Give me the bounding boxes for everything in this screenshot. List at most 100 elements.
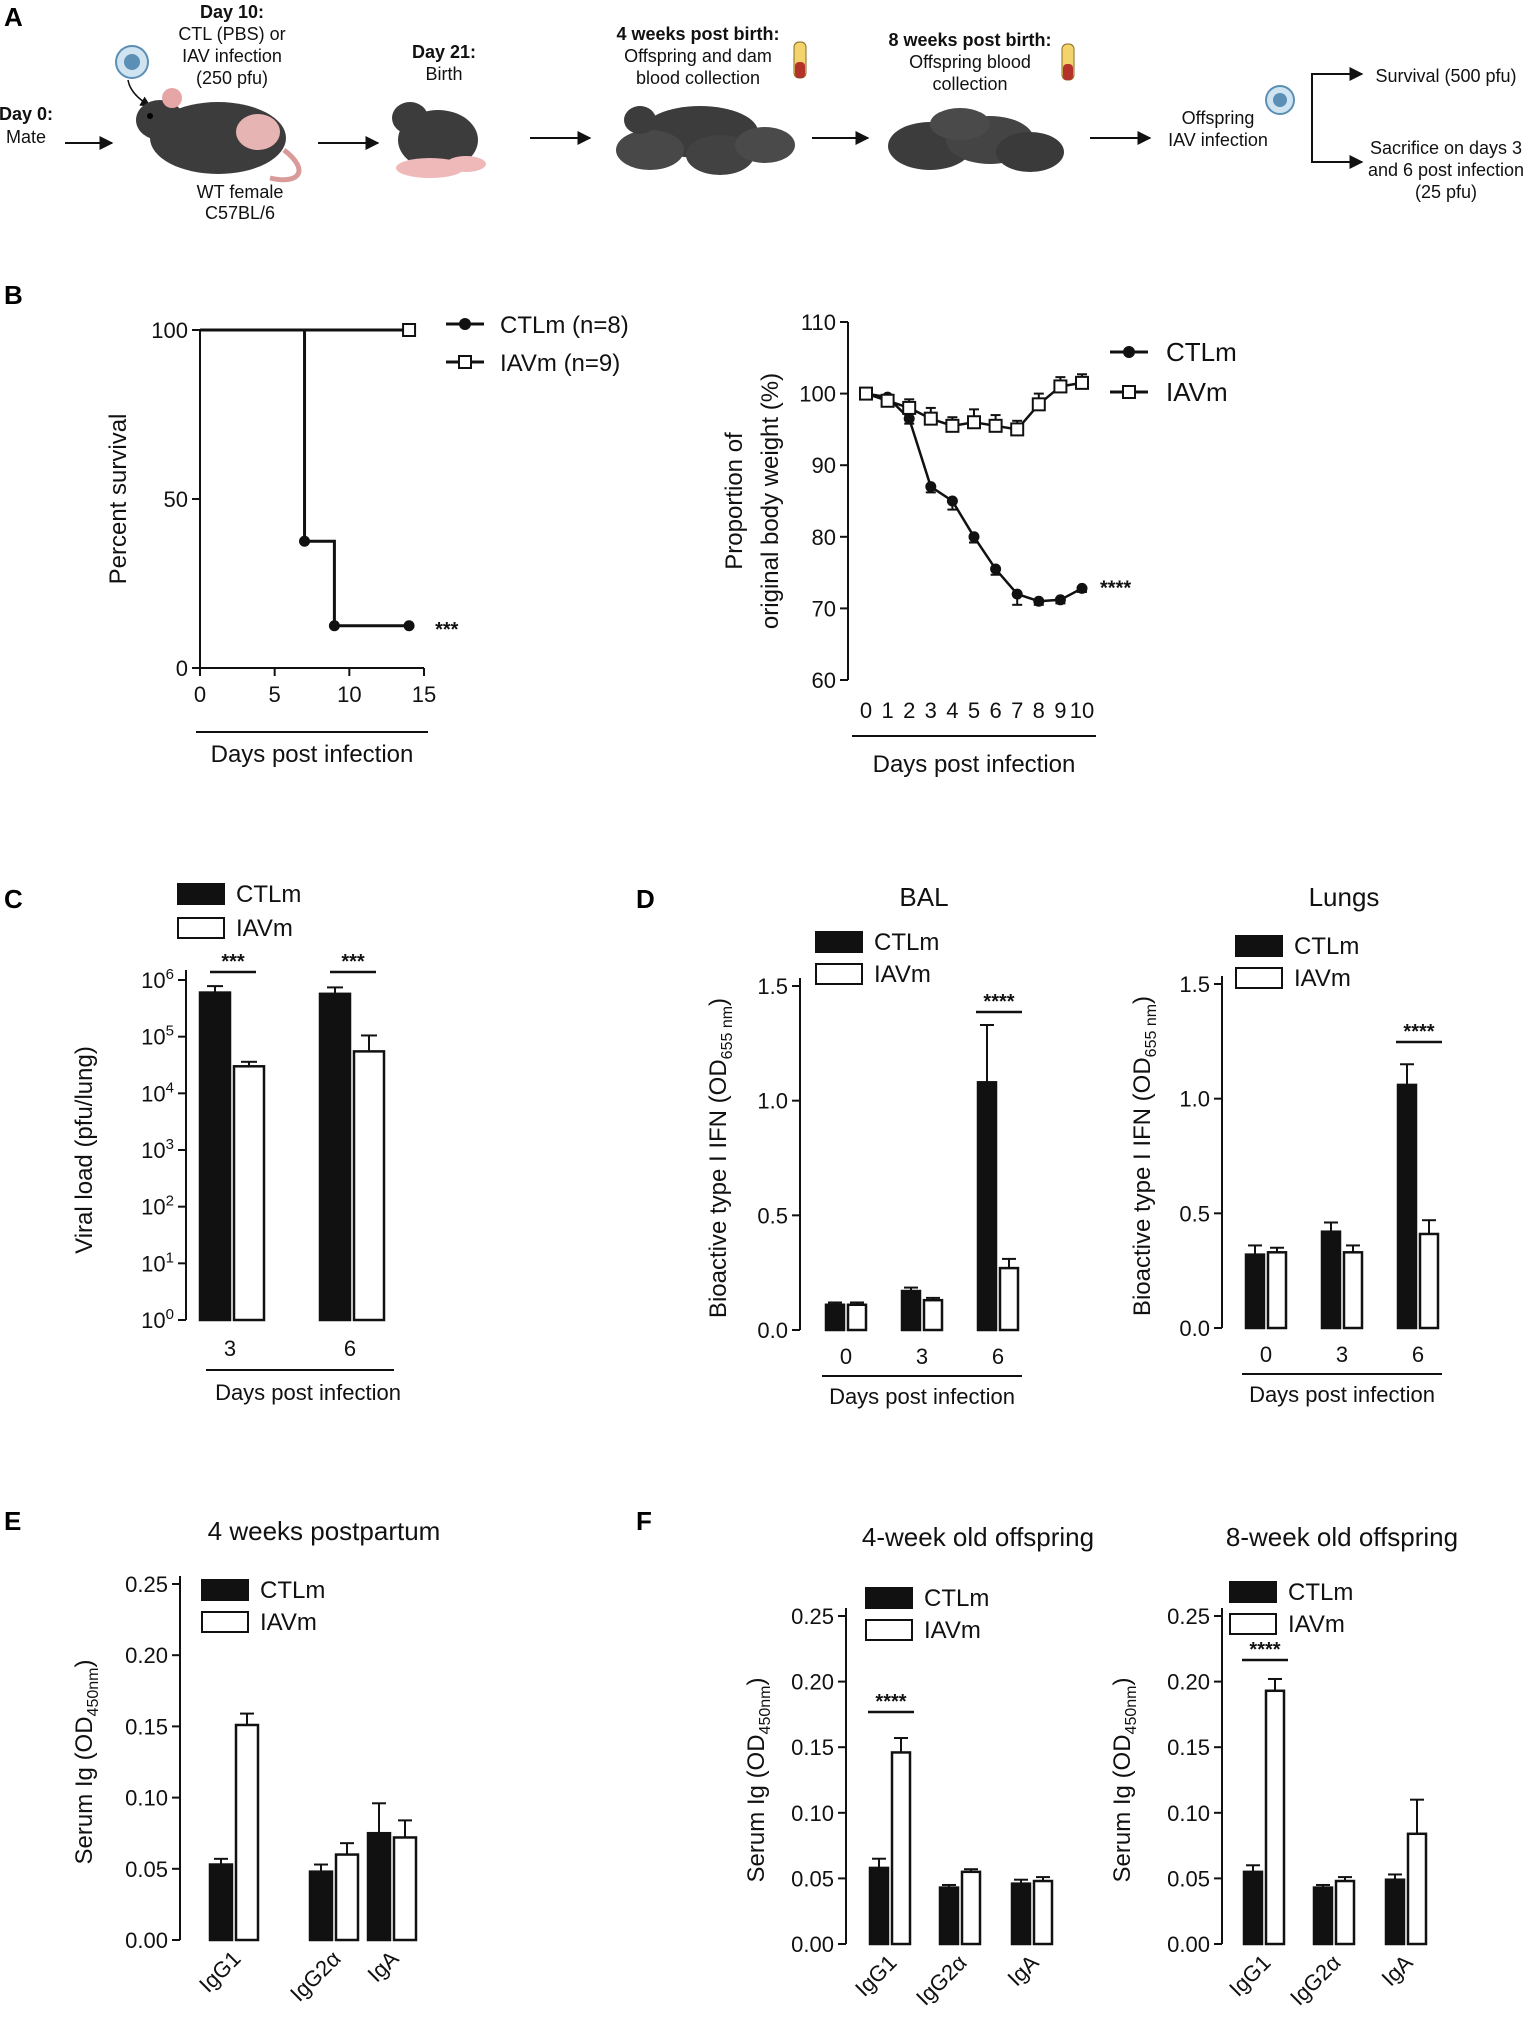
x-tick-label: IgA — [1377, 1950, 1418, 1991]
x-axis-label: Days post infection — [829, 1384, 1015, 1409]
panel-letter-b: B — [4, 280, 23, 310]
day10-title: Day 10: — [200, 2, 264, 22]
legend-iavm: IAVm — [874, 961, 931, 988]
legend-swatch — [1229, 1613, 1277, 1635]
ctlm-bar — [868, 1866, 890, 1946]
y-axis-label: Bioactive type I IFN (OD655 nm) — [705, 998, 736, 1318]
chart-title: 4 weeks postpartum — [208, 1516, 441, 1546]
ctlm-survival-line — [200, 328, 410, 628]
y-tick-label: 0.5 — [757, 1203, 788, 1228]
ctlm-bar — [938, 1886, 960, 1946]
y-tick-label: 100 — [141, 1306, 174, 1333]
y-axis-label-main: Serum Ig (OD — [1109, 1734, 1136, 1882]
y-tick-label: 50 — [164, 487, 188, 512]
significance-label: **** — [1249, 1639, 1280, 1661]
y-axis-label: Serum Ig (OD450nm) — [1109, 1678, 1140, 1883]
y-tick-label: 0.05 — [791, 1866, 834, 1891]
ctlm-bar — [318, 992, 352, 1322]
significance-label: *** — [221, 951, 245, 973]
iavm-bar — [890, 1751, 912, 1946]
y-tick-label: 0.00 — [791, 1932, 834, 1957]
panel-a: A Day 0: Mate Day 10: CTL (PBS) or IAV i… — [0, 2, 1524, 223]
x-tick-label: 8 — [1033, 698, 1045, 723]
x-tick-label: 0 — [194, 682, 206, 707]
ctlm-point — [1033, 595, 1045, 607]
ifn-bal-chart: 0.0 0.5 1.0 1.5 0 3 6 **** Days post infection BA… — [705, 882, 1022, 1409]
iavm-bar — [1342, 1251, 1364, 1330]
ctlm-bar — [208, 1863, 234, 1942]
x-tick-label: 10 — [1070, 698, 1094, 723]
legend-ctlm: CTLm — [874, 929, 939, 956]
y-tick-label: 0.00 — [1167, 1932, 1210, 1957]
legend-iavm: IAVm — [236, 915, 293, 942]
serum-ig-8wk-chart: 0.00 0.05 0.10 0.15 0.20 0.25 IgG1 IgG2α IgA ****… — [1109, 1522, 1458, 2010]
y-tick-label: 102 — [141, 1193, 174, 1220]
day21-title: Day 21: — [412, 42, 476, 62]
x-tick-label: 1 — [881, 698, 893, 723]
x-axis-label: Days post infection — [215, 1380, 401, 1405]
blood-tube-icon — [1061, 43, 1075, 81]
iavm-point — [1075, 375, 1089, 390]
panel-letter-e: E — [4, 1506, 21, 1536]
chart-title: 8-week old offspring — [1226, 1522, 1458, 1552]
ctlm-bar — [1010, 1882, 1032, 1946]
y-tick-label: 106 — [141, 966, 174, 993]
y-tick-exponent: 6 — [166, 966, 174, 983]
sac-line3: (25 pfu) — [1415, 182, 1477, 202]
ctlm-bar — [1320, 1230, 1342, 1330]
y-tick-exponent: 0 — [166, 1306, 174, 1323]
y-tick-label: 0.00 — [125, 1928, 168, 1953]
y-tick-label: 0.0 — [757, 1318, 788, 1343]
chart-title: Lungs — [1309, 882, 1380, 912]
x-tick-label: 10 — [337, 682, 361, 707]
y-tick-exponent: 3 — [166, 1136, 174, 1153]
x-tick-label: 6 — [344, 1336, 356, 1361]
x-tick-label: 3 — [916, 1344, 928, 1369]
y-tick-label: 0.5 — [1179, 1201, 1210, 1226]
y-tick-label: 0.25 — [125, 1572, 168, 1597]
y-tick-exponent: 4 — [166, 1079, 174, 1096]
y-tick-label: 0.10 — [125, 1786, 168, 1811]
y-axis-label-end: ) — [705, 998, 732, 1006]
legend-swatch — [865, 1587, 913, 1609]
x-tick-label: 5 — [269, 682, 281, 707]
y-tick-label: 0.20 — [125, 1643, 168, 1668]
branch-arrow-survival — [1311, 67, 1364, 128]
ctlm-bar — [900, 1289, 922, 1332]
y-axis-label: Viral load (pfu/lung) — [71, 1046, 98, 1254]
serum-ig-dam-chart: 0.00 0.05 0.10 0.15 0.20 0.25 IgG1 IgG2α IgA 4 we… — [71, 1516, 440, 2006]
ctlm-point — [299, 535, 311, 547]
day10-line3: (250 pfu) — [196, 68, 268, 88]
y-axis-label-main: Serum Ig (OD — [71, 1716, 98, 1864]
ctlm-bar — [1244, 1253, 1266, 1330]
w4-line1: Offspring and dam — [624, 46, 772, 66]
chart-title: BAL — [899, 882, 948, 912]
blood-tube-icon — [793, 41, 807, 79]
x-tick-label: IgG1 — [850, 1950, 901, 2001]
y-axis-label-main: Serum Ig (OD — [743, 1734, 770, 1882]
y-tick-label: 0.10 — [791, 1801, 834, 1826]
survival-label: Survival (500 pfu) — [1375, 66, 1516, 86]
iavm-bar — [846, 1303, 868, 1332]
iavm-bar — [1418, 1232, 1440, 1330]
x-tick-label: 7 — [1011, 698, 1023, 723]
x-tick-label: 5 — [968, 698, 980, 723]
serum-ig-4wk-chart: 0.00 0.05 0.10 0.15 0.20 0.25 IgG1 IgG2α IgA ****… — [743, 1522, 1094, 2010]
y-axis-label: Bioactive type I IFN (OD655 nm) — [1129, 996, 1160, 1316]
ctlm-point — [328, 620, 340, 632]
legend-swatch — [177, 883, 225, 905]
legend-swatch — [1235, 935, 1283, 957]
significance-label: *** — [341, 951, 365, 973]
legend-swatch — [865, 1619, 913, 1641]
sac-line2: and 6 post infection — [1368, 160, 1524, 180]
w8-title: 8 weeks post birth: — [888, 30, 1051, 50]
iavm-point — [859, 386, 873, 401]
panel-letter-a: A — [4, 2, 23, 32]
y-tick-label: 70 — [812, 596, 836, 621]
y-axis-label: Serum Ig (OD450nm) — [71, 1660, 102, 1865]
iavm-point — [1010, 422, 1025, 437]
x-tick-label: IgG2α — [911, 1950, 972, 2011]
legend-iavm: IAVm — [924, 1617, 981, 1644]
body-weight-chart: 60 70 80 90 100 110 0 1 2 3 4 5 6 7 8 9 10 Days post infe… — [721, 310, 1237, 778]
